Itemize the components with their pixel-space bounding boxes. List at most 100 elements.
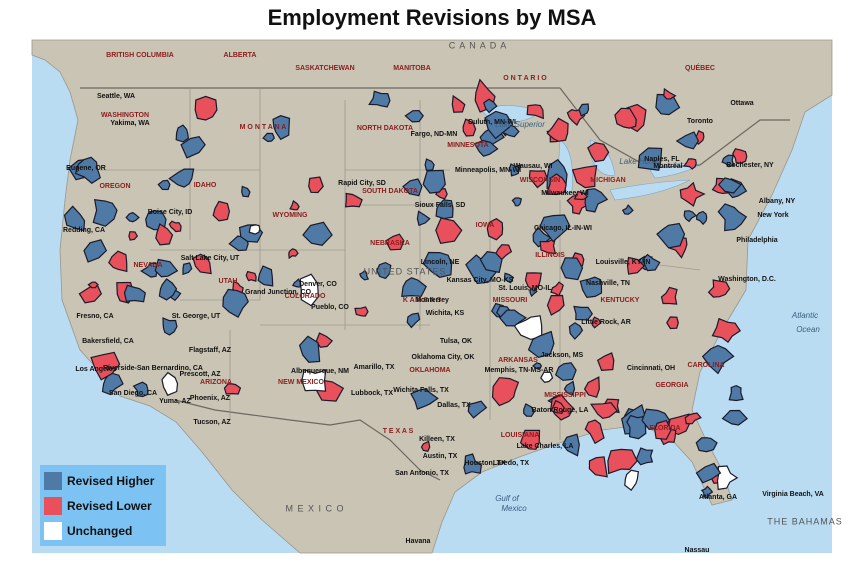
- legend-swatch: [44, 497, 62, 515]
- msa-area: [591, 316, 602, 329]
- msa-area: [180, 136, 206, 159]
- msa-area: [479, 250, 503, 274]
- msa-area: [308, 176, 324, 194]
- msa-area: [74, 156, 102, 184]
- msa-area: [257, 265, 274, 287]
- msa-area: [422, 251, 453, 278]
- msa-area: [424, 158, 435, 171]
- msa-area: [527, 330, 555, 358]
- msa-area: [402, 178, 423, 197]
- msa-area: [315, 332, 334, 348]
- msa-area: [162, 317, 178, 336]
- legend-label: Revised Higher: [67, 474, 155, 488]
- msa-area: [579, 276, 603, 298]
- city-label: Yuma, AZ: [159, 398, 191, 405]
- city-label: Dallas, TX: [437, 402, 471, 409]
- place-labels: C A N A D A UNITED STATES M E X I C O THE B…: [63, 40, 842, 554]
- msa-area: [588, 456, 608, 478]
- city-label: Boise City, ID: [148, 209, 193, 216]
- city-label: Tucson, AZ: [193, 419, 231, 426]
- msa-area: [498, 309, 528, 327]
- msa-area: [711, 317, 742, 344]
- msa-area: [463, 453, 483, 475]
- water-label: Mexico: [501, 504, 527, 513]
- region-label: COLORADO: [285, 293, 326, 300]
- msa-area: [484, 110, 514, 140]
- region-label: IOWA: [476, 222, 495, 229]
- region-label: ARKANSAS: [498, 357, 538, 364]
- msa-area: [368, 90, 391, 108]
- msa-area: [578, 103, 590, 117]
- msa-area: [590, 402, 618, 420]
- msa-area: [483, 98, 498, 114]
- city-label: Pueblo, CO: [311, 304, 349, 311]
- city-label: Kansas City, MO-KS: [447, 277, 514, 284]
- msa-area: [376, 261, 392, 280]
- region-label: MISSOURI: [493, 297, 528, 304]
- msa-area: [248, 224, 261, 235]
- region-label: OREGON: [99, 183, 130, 190]
- city-label: Toronto: [687, 118, 713, 125]
- msa-area: [154, 258, 179, 278]
- city-label: Nassau: [685, 547, 710, 554]
- countrie-label: M E X I C O: [285, 503, 344, 513]
- region-label: FLORIDA: [649, 425, 680, 432]
- msa-area: [563, 380, 576, 396]
- msa-area: [288, 248, 299, 260]
- msa-area: [654, 419, 672, 440]
- city-label: Baton Rouge, LA: [532, 407, 589, 414]
- city-label: Seattle, WA: [97, 93, 135, 100]
- msa-area: [571, 164, 598, 189]
- msa-area: [573, 305, 594, 321]
- city-label: Yakima, WA: [110, 120, 149, 127]
- city-label: Milwaukee, WI: [541, 190, 589, 197]
- msa-area: [63, 205, 86, 232]
- msa-area: [90, 351, 121, 381]
- region-label: GEORGIA: [655, 382, 688, 389]
- region-label: SASKATCHEWAN: [295, 65, 354, 72]
- city-label: Oklahoma City, OK: [412, 354, 475, 361]
- city-label: Albany, NY: [759, 198, 796, 205]
- msa-area: [550, 281, 564, 297]
- region-label: WASHINGTON: [101, 112, 149, 119]
- region-label: OKLAHOMA: [409, 367, 450, 374]
- msa-area: [344, 192, 363, 208]
- countrie-label: UNITED STATES: [364, 266, 447, 276]
- msa-area: [473, 139, 499, 157]
- city-label: Houston, TX: [464, 460, 506, 467]
- msa-area: [717, 203, 748, 232]
- city-label: Memphis, TN-MS-AR: [485, 367, 554, 374]
- msa-area: [637, 147, 663, 171]
- city-label: Atlanta, GA: [699, 494, 737, 501]
- region-label: NORTH DAKOTA: [357, 125, 413, 132]
- city-label: Louisville, KY-IN: [596, 259, 651, 266]
- msa-area: [301, 369, 327, 392]
- city-label: San Antonio, TX: [395, 470, 449, 477]
- msa-area: [682, 158, 697, 170]
- msa-area: [607, 448, 638, 475]
- msa-area: [175, 124, 190, 143]
- msa-area: [707, 279, 731, 298]
- city-label: Washington, D.C.: [718, 276, 776, 283]
- msa-area: [523, 403, 536, 417]
- city-label: Havana: [406, 538, 431, 545]
- msa-area: [701, 344, 735, 375]
- msa-area: [451, 94, 466, 113]
- msa-area: [528, 170, 548, 189]
- msa-area: [683, 210, 697, 223]
- msa-area: [728, 384, 744, 402]
- legend-label: Unchanged: [67, 524, 132, 538]
- region-label: O N T A R I O: [503, 75, 547, 82]
- region-label: UTAH: [219, 278, 238, 285]
- city-label: Chicago, IL-IN-WI: [534, 225, 592, 232]
- water-label: Atlantic: [791, 311, 818, 320]
- city-label: St. Louis, MO-IL: [498, 285, 552, 292]
- city-label: Montréal: [653, 163, 682, 170]
- msa-area: [298, 335, 321, 363]
- msa-area: [157, 179, 171, 191]
- msa-area: [420, 440, 431, 452]
- msa-area: [435, 217, 463, 244]
- msa-area: [212, 200, 231, 222]
- water-label: Ocean: [796, 325, 820, 334]
- msa-area: [222, 288, 249, 319]
